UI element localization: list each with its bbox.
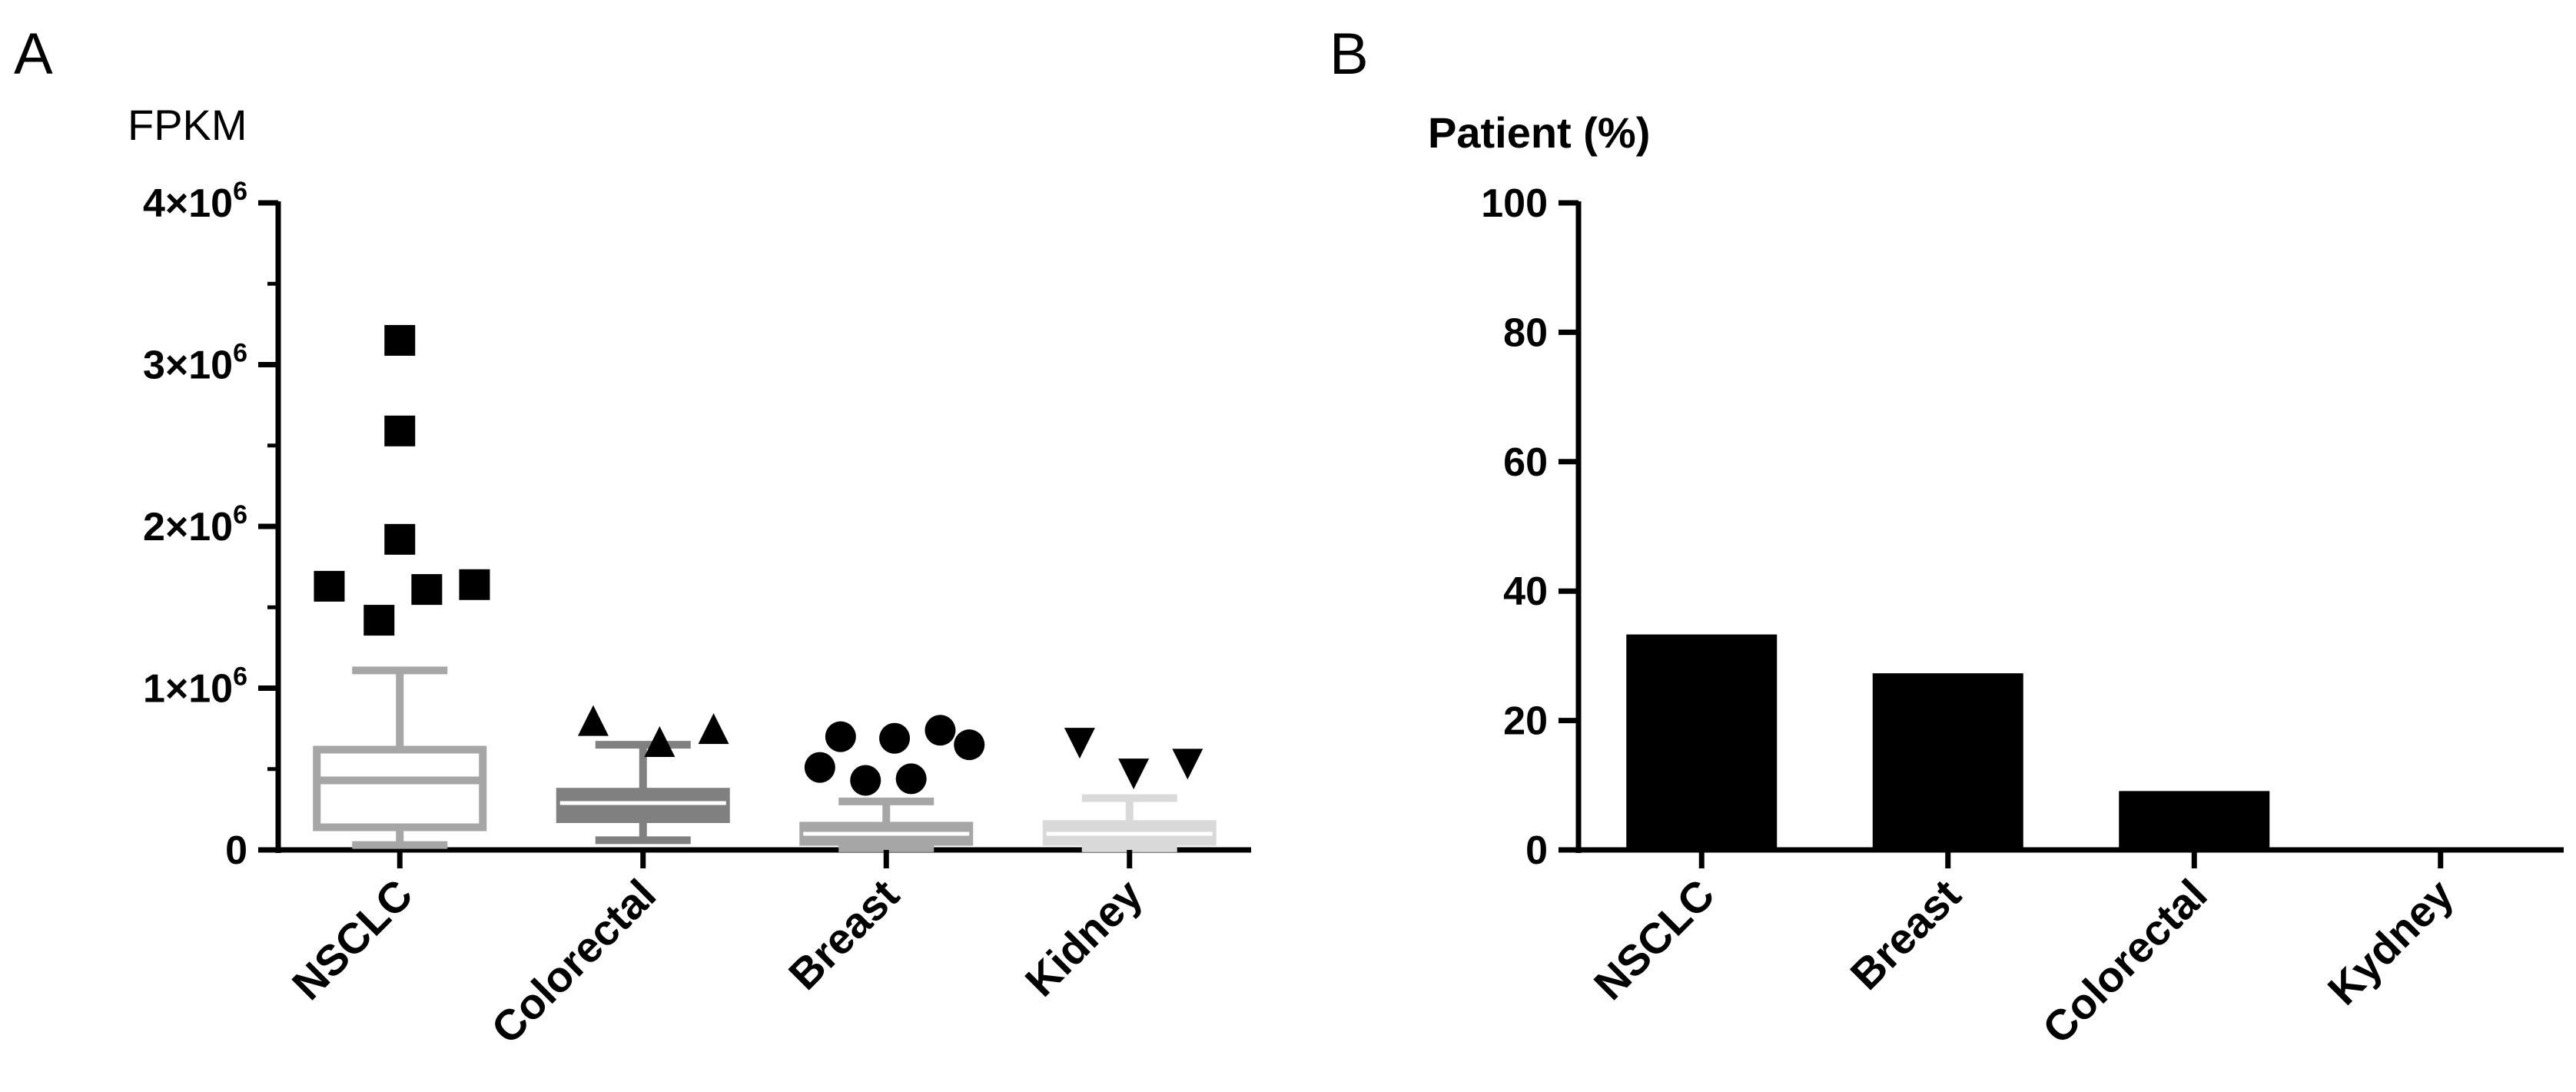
- panel-a-y-tick-label: 4×106: [143, 177, 247, 226]
- panel-b-letter: B: [1329, 22, 1369, 87]
- panel-a-y-tick-times: ×10: [165, 344, 233, 388]
- panel-a-y-tick-exponent: 6: [233, 177, 247, 206]
- panel-b-y-tick-label: 20: [1503, 699, 1548, 744]
- panel-a-y-axis-label: FPKM: [128, 101, 247, 149]
- outlier-triangle-up: [644, 725, 676, 757]
- panel-a-category-labels: NSCLC Colorectal Breast Kidney: [283, 850, 1151, 1053]
- outlier-circle: [825, 721, 856, 752]
- panel-b-bars: [1626, 634, 2270, 850]
- box-nsclc: [313, 324, 490, 849]
- outlier-circle: [850, 765, 881, 796]
- panel-a-y-tick-times: ×10: [165, 667, 233, 712]
- panel-a-y-tick-times: ×10: [165, 505, 233, 549]
- panel-a-y-tick-exponent: 6: [233, 662, 247, 692]
- panel-a-y-tick-mantissa: 2: [143, 505, 165, 549]
- panel-b-category-label-kydney: Kydney: [2319, 870, 2463, 1014]
- outlier-square: [314, 570, 345, 602]
- panel-b-category-label-breast: Breast: [1841, 870, 1970, 999]
- outlier-square: [411, 574, 443, 606]
- outlier-square: [363, 605, 395, 636]
- outlier-triangle-up: [698, 713, 729, 745]
- panel-a-y-tick-times: ×10: [165, 181, 233, 226]
- panel-a-category-label-nsclc: NSCLC: [283, 870, 422, 1009]
- box-kidney: [1042, 728, 1217, 852]
- bar-breast: [1872, 673, 2023, 850]
- panel-a-category-label-breast: Breast: [779, 870, 908, 999]
- box-breast: [799, 715, 985, 852]
- outlier-triangle-down: [1118, 758, 1150, 790]
- panel-a-category-label-colorectal: Colorectal: [482, 870, 665, 1053]
- panel-b-y-tick-label: 60: [1503, 440, 1548, 485]
- outlier-circle: [895, 763, 927, 795]
- panel-a-y-tick-mantissa: 4: [143, 181, 165, 226]
- outlier-square: [384, 415, 416, 446]
- panel-b-category-labels: NSCLC Breast Colorectal Kydney: [1585, 850, 2462, 1053]
- box-iqr: [556, 788, 730, 824]
- outlier-circle: [954, 729, 985, 761]
- panel-b-category-label-nsclc: NSCLC: [1585, 870, 1724, 1009]
- panel-a-y-tick-label: 0: [225, 828, 247, 873]
- panel-a-y-tick-mantissa: 3: [143, 344, 165, 388]
- outlier-triangle-down: [1172, 748, 1203, 780]
- panel-b-y-tick-label: 40: [1503, 569, 1548, 614]
- panel-b-y-tick-label: 100: [1481, 181, 1548, 226]
- panel-b-y-tick-label: 80: [1503, 310, 1548, 355]
- panel-b-y-ticks: 0 20 40 60 80 100: [1481, 181, 1578, 873]
- panel-a-y-tick-exponent: 6: [233, 500, 247, 529]
- panel-b-category-label-colorectal: Colorectal: [2033, 870, 2216, 1053]
- panel-a-y-tick-mantissa: 1: [143, 667, 165, 712]
- outlier-circle: [879, 722, 911, 754]
- panel-a-letter: A: [14, 22, 53, 87]
- panel-a-category-label-kidney: Kidney: [1016, 870, 1152, 1006]
- panel-b-y-tick-label: 0: [1525, 828, 1548, 873]
- panel-a-boxes: [313, 324, 1217, 852]
- box-iqr: [313, 745, 487, 831]
- panel-b-y-axis-label: Patient (%): [1428, 108, 1650, 157]
- outlier-circle: [925, 715, 956, 746]
- outlier-circle: [804, 752, 835, 783]
- outlier-triangle-up: [577, 705, 609, 736]
- panel-a-y-tick-exponent: 6: [233, 339, 247, 368]
- bar-nsclc: [1626, 634, 1778, 850]
- panel-a-y-tick-label: 2×106: [143, 500, 247, 549]
- outlier-triangle-down: [1064, 728, 1095, 759]
- outlier-square: [384, 523, 416, 555]
- panel-a-y-tick-label: 3×106: [143, 339, 247, 388]
- panel-b: B Patient (%) 0 20 40 60 80 100 NSCLC Breast Co…: [1329, 22, 2564, 1053]
- outlier-square: [384, 324, 416, 356]
- panel-a-y-tick-label: 1×106: [143, 662, 247, 712]
- box-colorectal: [556, 705, 730, 845]
- bar-colorectal: [2119, 791, 2270, 850]
- outlier-square: [459, 569, 490, 600]
